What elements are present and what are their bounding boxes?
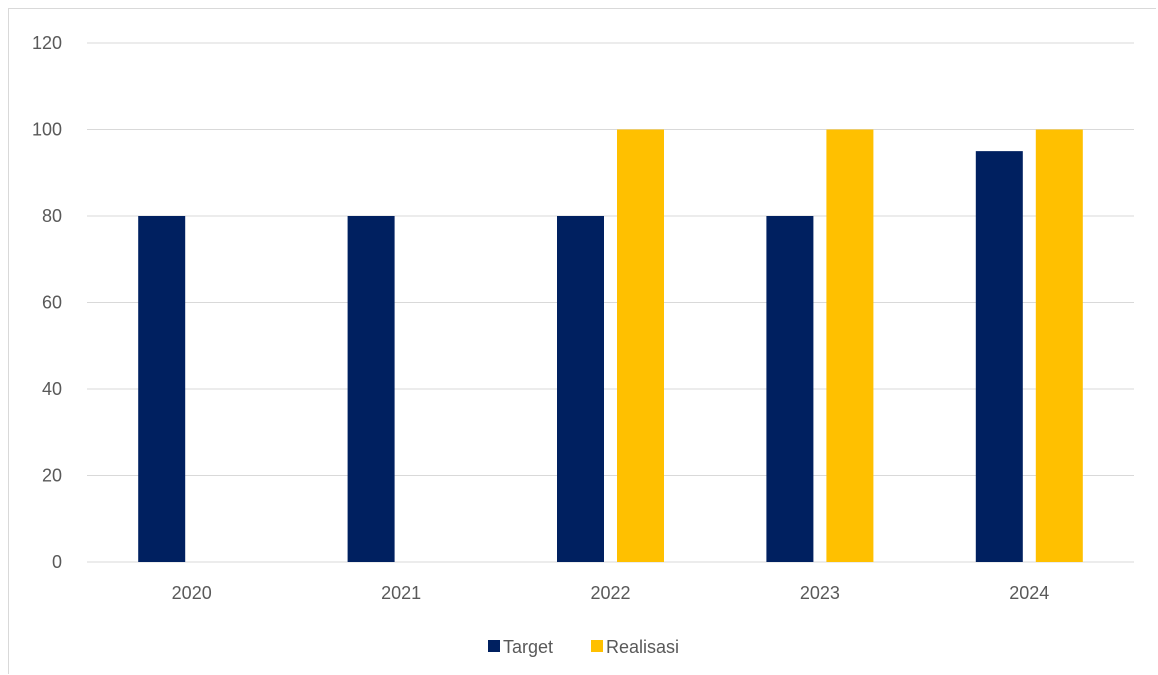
legend: Target Realisasi: [488, 637, 679, 657]
legend-label-realisasi: Realisasi: [606, 637, 679, 657]
y-tick-label: 60: [42, 293, 62, 313]
bar-target-2022: [557, 216, 604, 562]
chart-frame: [8, 8, 1156, 674]
x-tick-label: 2022: [590, 583, 630, 603]
bar-realisasi-2024: [1035, 129, 1083, 562]
bar-target-2020: [138, 216, 186, 562]
bars: [138, 129, 1083, 562]
x-axis-ticks: 2020 2021 2022 2023 2024: [172, 583, 1050, 603]
gridlines: [87, 42, 1134, 563]
legend-swatch-realisasi: [591, 640, 603, 652]
y-tick-label: 0: [52, 552, 62, 572]
bar-target-2021: [347, 216, 395, 562]
bar-target-2024: [975, 151, 1023, 562]
y-tick-label: 40: [42, 379, 62, 399]
bar-target-2023: [766, 216, 814, 562]
legend-label-target: Target: [503, 637, 553, 657]
y-tick-label: 120: [32, 33, 62, 53]
bar-realisasi-2023: [826, 129, 874, 562]
legend-swatch-target: [488, 640, 500, 652]
y-tick-label: 80: [42, 206, 62, 226]
x-tick-label: 2021: [381, 583, 421, 603]
x-tick-label: 2024: [1009, 583, 1049, 603]
y-tick-label: 100: [32, 120, 62, 140]
y-tick-label: 20: [42, 466, 62, 486]
x-tick-label: 2020: [172, 583, 212, 603]
y-axis-ticks: 0 20 40 60 80 100 120: [32, 33, 62, 572]
x-tick-label: 2023: [800, 583, 840, 603]
bar-realisasi-2022: [617, 129, 664, 562]
